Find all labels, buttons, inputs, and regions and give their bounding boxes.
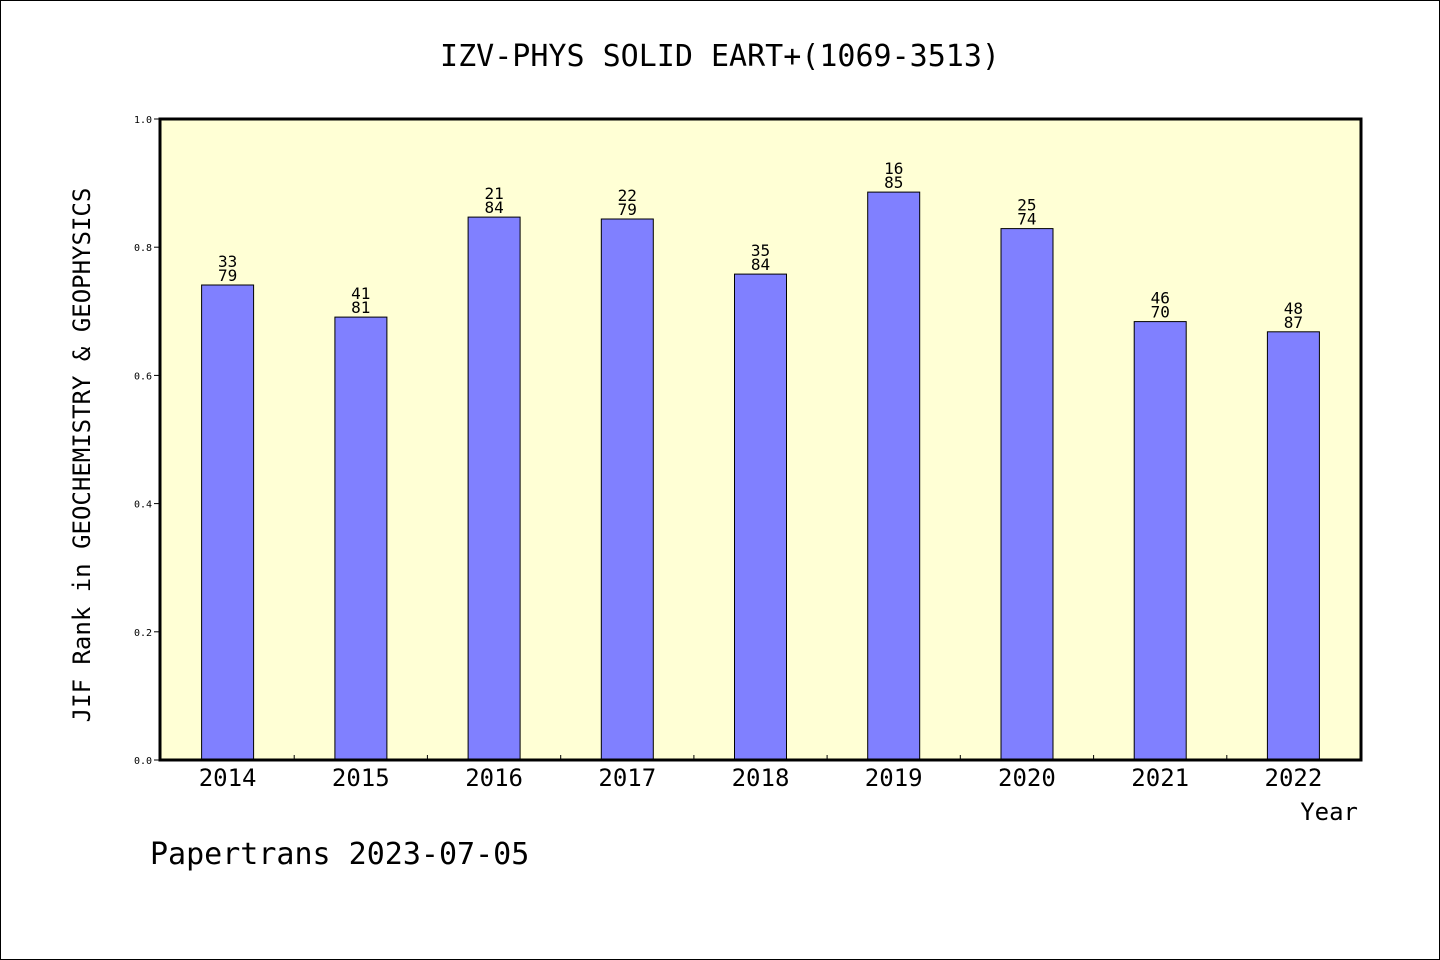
y-tick-label: 0.4 bbox=[134, 500, 152, 511]
x-axis-ticks: 2014 2015 2016 2017 2018 2019 2020 2021 2022 bbox=[199, 755, 1323, 792]
bar-rank-label-2017: 22 bbox=[618, 186, 637, 205]
y-tick-label: 1.0 bbox=[134, 115, 152, 126]
y-axis-ticks: 0.0 0.2 0.4 0.6 0.8 1.0 bbox=[134, 115, 160, 767]
y-tick-label: 0.0 bbox=[134, 756, 152, 767]
bar-2015 bbox=[334, 316, 388, 761]
x-tick-label-2020: 2020 bbox=[998, 764, 1056, 792]
bar-total-label-2017: 79 bbox=[618, 200, 637, 219]
bar-2020 bbox=[1000, 228, 1054, 761]
x-axis-label: Year bbox=[1300, 798, 1358, 826]
y-axis-label: JIF Rank in GEOCHEMISTRY & GEOPHYSICS bbox=[68, 188, 96, 723]
bar-2021 bbox=[1133, 321, 1187, 761]
bar-2022 bbox=[1266, 331, 1320, 761]
bars-layer bbox=[201, 191, 1320, 761]
x-tick-label-2021: 2021 bbox=[1131, 764, 1189, 792]
bar-rank-label-2021: 46 bbox=[1151, 289, 1170, 308]
bar-2016 bbox=[467, 216, 521, 761]
x-tick-label-2018: 2018 bbox=[732, 764, 790, 792]
x-tick-label-2015: 2015 bbox=[332, 764, 390, 792]
bar-rank-label-2020: 25 bbox=[1017, 196, 1036, 215]
x-tick-label-2017: 2017 bbox=[598, 764, 656, 792]
plot-border bbox=[158, 117, 1363, 762]
bar-total-label-2014: 79 bbox=[218, 266, 237, 285]
bar-rank-label-2015: 41 bbox=[351, 284, 370, 303]
bar-2017 bbox=[600, 218, 654, 761]
bar-2014 bbox=[201, 284, 255, 761]
bar-total-label-2022: 87 bbox=[1284, 313, 1303, 332]
bar-total-label-2015: 81 bbox=[351, 298, 370, 317]
bar-2018 bbox=[734, 273, 787, 761]
y-tick-label: 0.8 bbox=[134, 243, 152, 254]
bar-total-label-2019: 85 bbox=[884, 173, 903, 192]
chart-title: IZV-PHYS SOLID EART+(1069-3513) bbox=[440, 39, 1000, 74]
footer-credit: Papertrans 2023-07-05 bbox=[150, 837, 529, 872]
bar-rank-label-2016: 21 bbox=[484, 184, 503, 203]
bar-rank-label-2014: 33 bbox=[218, 252, 237, 271]
bar-total-label-2016: 84 bbox=[484, 198, 503, 217]
bar-rank-label-2018: 35 bbox=[751, 241, 770, 260]
bar-2019 bbox=[867, 191, 921, 761]
y-tick-label: 0.2 bbox=[134, 628, 152, 639]
y-tick-label: 0.6 bbox=[134, 371, 152, 382]
bar-rank-label-2019: 16 bbox=[884, 159, 903, 178]
bar-total-label-2021: 70 bbox=[1151, 303, 1170, 322]
bar-rank-label-2022: 48 bbox=[1284, 299, 1303, 318]
bar-total-label-2020: 74 bbox=[1017, 210, 1036, 229]
bar-total-label-2018: 84 bbox=[751, 255, 770, 274]
x-tick-label-2019: 2019 bbox=[865, 764, 923, 792]
x-tick-label-2016: 2016 bbox=[465, 764, 523, 792]
x-tick-label-2022: 2022 bbox=[1265, 764, 1323, 792]
x-tick-label-2014: 2014 bbox=[199, 764, 257, 792]
